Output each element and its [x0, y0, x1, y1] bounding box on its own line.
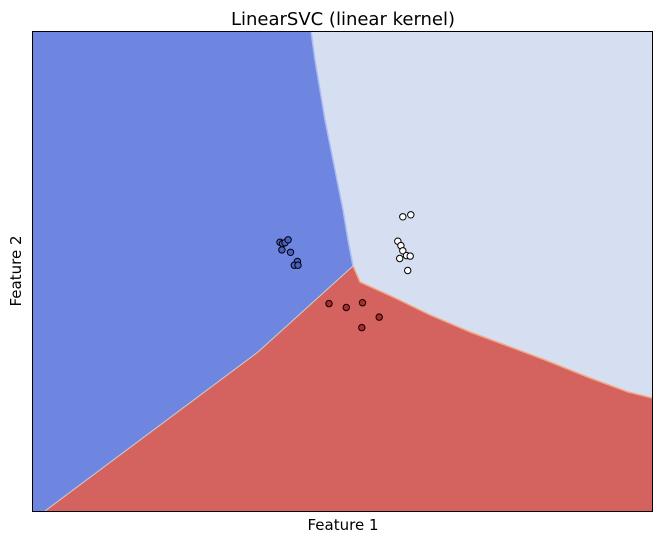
point-class-1-0: [399, 213, 407, 221]
point-class-2-1: [342, 303, 350, 312]
decision-region-class-2: [45, 266, 652, 511]
point-class-0-3: [284, 236, 292, 244]
decision-region-class-1: [311, 31, 652, 398]
boundary-class0-class1: [310, 30, 354, 267]
point-class-1-7: [396, 254, 404, 263]
point-class-2-3: [375, 313, 383, 321]
point-class-0-8: [294, 261, 302, 269]
chart-title: LinearSVC (linear kernel): [231, 9, 455, 30]
point-class-0-4: [278, 246, 286, 254]
x-axis-label: Feature 1: [308, 516, 379, 534]
data-points: [276, 211, 415, 332]
point-class-2-2: [358, 299, 367, 307]
boundary-class0-class2: [44, 265, 354, 512]
point-class-0-5: [286, 248, 295, 257]
point-class-1-6: [406, 252, 414, 260]
plot-area: [33, 30, 653, 512]
decision-region-class-0: [33, 31, 353, 511]
boundary-class1-class2: [352, 265, 653, 399]
point-class-2-4: [358, 323, 366, 332]
point-class-1-1: [407, 211, 415, 219]
plot-frame: [32, 31, 653, 512]
y-axis-label: Feature 2: [7, 236, 25, 307]
point-class-2-0: [325, 299, 333, 308]
point-class-1-8: [404, 266, 412, 275]
point-class-1-4: [399, 247, 407, 255]
